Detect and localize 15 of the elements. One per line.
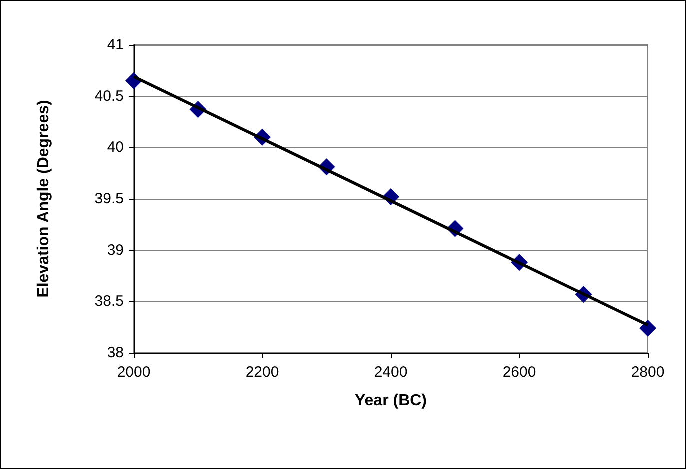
y-tick-label: 38 [107,344,124,362]
x-tick-label: 2800 [631,364,665,381]
point [640,320,656,337]
x-axis-title: Year (BC) [354,392,428,410]
x-tick-label: 2200 [246,364,280,381]
y-tick-label: 41 [107,36,124,54]
x-tick-label: 2600 [502,364,536,381]
y-tick-label: 39.5 [94,190,124,208]
y-axis-title: Elevation Angle (Degrees) [36,100,52,298]
y-tick-label: 40.5 [94,88,124,105]
y-tick-label: 40 [107,139,124,156]
y-tick-label: 39 [107,242,124,259]
x-tick-label: 2400 [374,364,408,381]
y-tick-label: 38.5 [94,293,124,310]
x-tick-label: 2000 [117,364,151,381]
